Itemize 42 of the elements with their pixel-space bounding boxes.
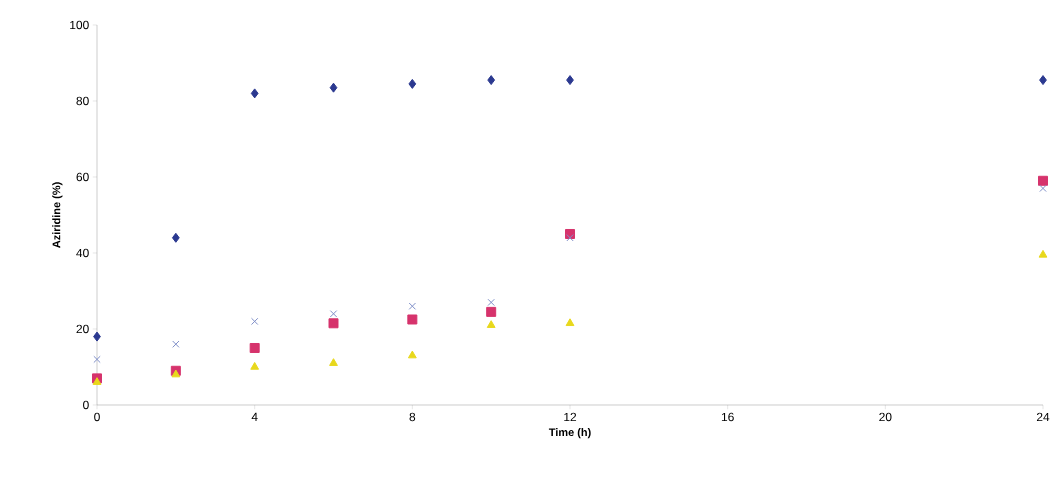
point — [486, 306, 497, 317]
point — [487, 298, 495, 307]
point — [565, 318, 575, 327]
y-tick-label: 60 — [76, 172, 89, 182]
point — [566, 234, 574, 242]
point — [486, 320, 496, 328]
point — [93, 355, 101, 364]
y-tick-label: 20 — [76, 324, 89, 334]
point — [487, 75, 496, 86]
point — [250, 88, 259, 99]
point — [329, 358, 338, 366]
x-axis-title: Time (h) — [548, 428, 591, 439]
point — [329, 310, 338, 318]
point — [329, 82, 338, 93]
x-tick-label: 20 — [879, 412, 892, 422]
point — [407, 350, 417, 359]
point — [93, 331, 101, 342]
point — [1039, 184, 1047, 193]
point — [171, 369, 181, 378]
point — [408, 78, 417, 89]
y-tick-label: 100 — [70, 20, 89, 30]
y-axis-title: Aziridine (%) — [52, 182, 63, 248]
point — [92, 377, 102, 385]
point — [1038, 175, 1049, 186]
x-tick-label: 0 — [94, 412, 100, 422]
x-tick-label: 24 — [1036, 412, 1050, 422]
x-tick-label: 12 — [564, 412, 577, 422]
point — [250, 317, 259, 326]
y-tick-label: 80 — [76, 96, 89, 106]
point — [172, 340, 180, 348]
point — [250, 361, 260, 370]
point — [566, 75, 574, 86]
x-tick-label: 16 — [721, 412, 734, 422]
point — [328, 318, 339, 329]
point — [407, 314, 418, 325]
point — [408, 302, 417, 310]
x-tick-label: 4 — [251, 412, 258, 421]
point — [171, 232, 180, 243]
x-tick-label: 8 — [409, 412, 416, 422]
y-tick-label: 40 — [76, 248, 89, 258]
y-tick-label: 0 — [83, 400, 89, 410]
point — [249, 342, 260, 353]
